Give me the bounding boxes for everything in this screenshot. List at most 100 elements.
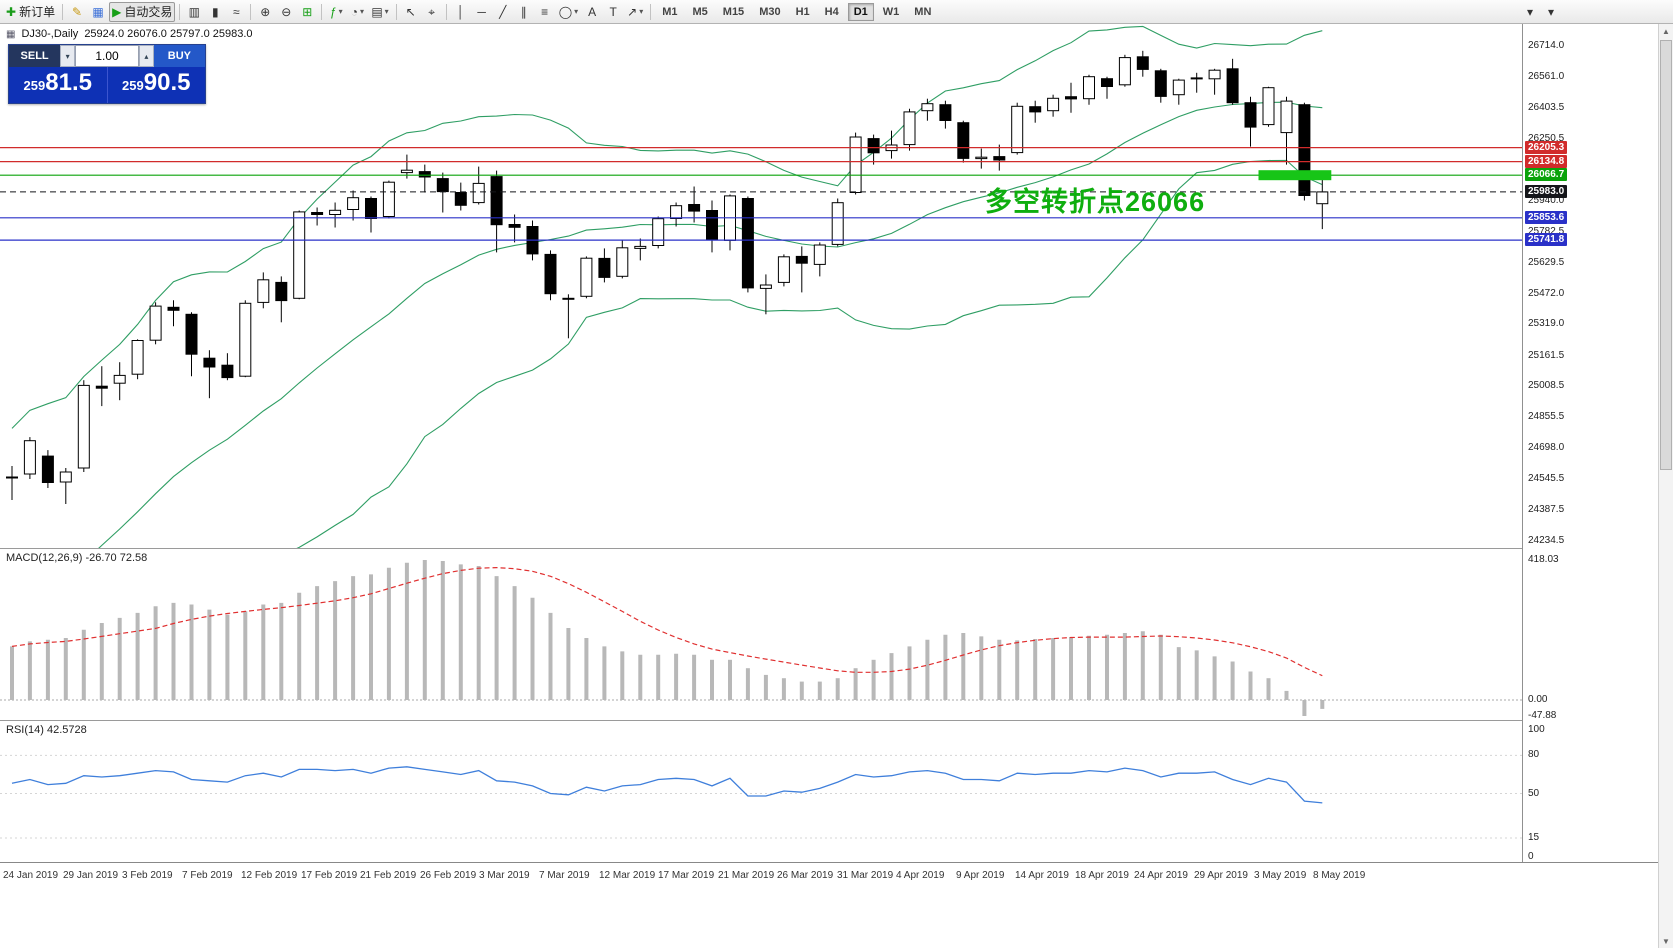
pivot-annotation-text[interactable]: 多空转折点26066 — [985, 187, 1206, 217]
buy-price-frac: .5 — [170, 69, 191, 96]
price-axis: 26714.0 26561.0 26403.5 26250.5 25940.0 25782… — [1522, 24, 1658, 890]
time-axis: 24 Jan 2019 29 Jan 2019 3 Feb 2019 7 Feb 20… — [0, 862, 1658, 890]
bar-chart-mode-icon: ▥ — [188, 4, 200, 19]
timeframe-d1-button[interactable]: D1 — [847, 2, 874, 21]
timeframe-mn-button[interactable]: MN — [914, 5, 932, 18]
volume-increase-button[interactable]: ▴ — [139, 45, 154, 67]
date-label: 26 Mar 2019 — [777, 870, 834, 881]
macd-axis-label: 0.00 — [1528, 694, 1548, 705]
timeframe-h1-button[interactable]: H1 — [795, 5, 810, 18]
scroll-down-icon[interactable]: ▼ — [1662, 936, 1670, 946]
rsi-chart[interactable] — [0, 721, 1522, 862]
zoom-in-button[interactable]: ⊕ — [255, 2, 275, 22]
text-label-button[interactable]: T — [603, 2, 623, 22]
bar-chart-mode-button[interactable]: ▥ — [184, 2, 204, 22]
date-label: 29 Apr 2019 — [1194, 870, 1248, 881]
date-label: 12 Feb 2019 — [241, 870, 298, 881]
rsi-panel[interactable]: RSI(14) 42.5728 — [0, 720, 1522, 862]
price-tick: 26561.0 — [1528, 71, 1565, 82]
line-chart-mode-button[interactable]: ≈ — [226, 2, 246, 22]
macd-chart[interactable] — [0, 549, 1522, 720]
price-level-label: 26066.7 — [1525, 168, 1568, 181]
volume-decrease-button[interactable]: ▾ — [60, 45, 75, 67]
toolbar: ✚ 新订单 ✎ ▦ ▶ 自动交易 ▥ ▮ ≈ ⊕ ⊖ ⊞ ƒ ▾ ◔ ▾ ▤ ▾ ↖ ⌖ │ ─ ╱ ∥ ≡ ◯ ▾ A T ↗ ▾ M1 M5… — [0, 0, 1673, 24]
shapes-button[interactable]: ◯ ▾ — [556, 2, 581, 22]
toolbar-separator — [650, 3, 652, 20]
zoom-out-icon: ⊖ — [281, 4, 292, 19]
horizontal-line-button[interactable]: ─ — [472, 2, 492, 22]
fibonacci-button[interactable]: ≡ — [535, 2, 555, 22]
date-label: 31 Mar 2019 — [837, 870, 894, 881]
vertical-line-icon: │ — [456, 4, 465, 19]
zoom-out-button[interactable]: ⊖ — [276, 2, 296, 22]
bollinger-middle-band — [98, 101, 1323, 548]
timeframe-w1-button[interactable]: W1 — [882, 5, 900, 18]
buy-price-big: 90 — [143, 69, 171, 96]
timeframe-h4-button[interactable]: H4 — [824, 5, 839, 18]
price-tick: 25161.5 — [1528, 350, 1565, 361]
toolbar-options-button[interactable]: ▾ — [1547, 4, 1555, 19]
chart-ohlc-values: 25924.0 26076.0 25797.0 25983.0 — [84, 28, 253, 40]
auto-trading-button[interactable]: ▶ 自动交易 — [109, 1, 176, 22]
macd-panel[interactable]: MACD(12,26,9) -26.70 72.58 — [0, 548, 1522, 720]
chart-symbol-period: DJ30-,Daily — [21, 28, 79, 40]
date-label: 24 Apr 2019 — [1134, 870, 1188, 881]
price-level-label: 25853.6 — [1525, 211, 1568, 224]
candlest-mode-button[interactable]: ▮ — [205, 2, 225, 22]
crosshair-button[interactable]: ⌖ — [422, 2, 442, 22]
price-tick: 24545.5 — [1528, 473, 1565, 484]
timeframe-m5-button[interactable]: M5 — [692, 5, 708, 18]
indicators-button[interactable]: ƒ ▾ — [326, 2, 346, 22]
templates-button[interactable]: ▤ ▾ — [368, 2, 391, 22]
price-tick: 25782.5 — [1528, 226, 1565, 237]
chart-icon: ▦ — [6, 28, 16, 40]
chevron-down-icon: ▾ — [338, 7, 343, 16]
cursor-button[interactable]: ↖ — [401, 2, 421, 22]
periods-button[interactable]: ◔ ▾ — [347, 2, 367, 22]
price-tick: 25472.0 — [1528, 288, 1565, 299]
date-label: 7 Feb 2019 — [182, 870, 233, 881]
chevron-down-icon: ▾ — [574, 7, 579, 16]
rsi-axis-label: 50 — [1528, 788, 1540, 799]
buy-button[interactable]: BUY — [153, 45, 205, 67]
tile-windows-icon: ⊞ — [302, 4, 313, 19]
text-button[interactable]: A — [582, 2, 602, 22]
sell-button[interactable]: SELL — [9, 45, 61, 67]
candlestick-chart[interactable] — [0, 24, 1522, 548]
arrows-button[interactable]: ↗ ▾ — [624, 2, 646, 22]
price-tick: 24234.5 — [1528, 535, 1565, 546]
scroll-up-icon[interactable]: ▲ — [1662, 26, 1670, 36]
sell-price[interactable]: 259 81.5 — [9, 67, 107, 103]
rsi-axis-label: 15 — [1528, 832, 1540, 843]
date-label: 14 Apr 2019 — [1015, 870, 1069, 881]
price-tick: 26714.0 — [1528, 40, 1565, 51]
new-order-button[interactable]: ✚ 新订单 — [3, 2, 58, 22]
timeframe-m1-button[interactable]: M1 — [662, 5, 678, 18]
pivot-highlight[interactable] — [1258, 170, 1332, 181]
scrollbar-thumb[interactable] — [1660, 40, 1672, 470]
equidistant-channel-button[interactable]: ∥ — [514, 2, 534, 22]
toolbar-overflow-button[interactable]: ▾ — [1526, 4, 1534, 19]
vertical-line-button[interactable]: │ — [451, 2, 471, 22]
market-button[interactable]: ▦ — [88, 2, 108, 22]
tile-windows-button[interactable]: ⊞ — [297, 2, 317, 22]
buy-price[interactable]: 259 90.5 — [106, 67, 206, 103]
date-label: 21 Mar 2019 — [718, 870, 775, 881]
volume-input[interactable] — [75, 45, 139, 67]
date-label: 21 Feb 2019 — [360, 870, 417, 881]
timeframe-m15-button[interactable]: M15 — [722, 5, 745, 18]
sell-price-frac: .5 — [71, 69, 92, 96]
cursor-icon: ↖ — [405, 4, 416, 19]
timeframe-m30-button[interactable]: M30 — [759, 5, 781, 18]
price-tick: 24855.5 — [1528, 411, 1565, 422]
toolbar-separator — [445, 3, 447, 20]
date-label: 9 Apr 2019 — [956, 870, 1005, 881]
bollinger-lower-band — [296, 159, 1323, 548]
date-label: 17 Mar 2019 — [658, 870, 715, 881]
trendline-button[interactable]: ╱ — [493, 2, 513, 22]
main-chart-panel[interactable]: ▦ DJ30-,Daily 25924.0 26076.0 25797.0 25… — [0, 24, 1522, 548]
vertical-scrollbar[interactable]: ▲ ▼ — [1658, 24, 1673, 948]
price-level-label: 26205.3 — [1525, 141, 1568, 154]
arrows-icon: ↗ — [627, 4, 638, 19]
metaeditor-button[interactable]: ✎ — [67, 2, 87, 22]
